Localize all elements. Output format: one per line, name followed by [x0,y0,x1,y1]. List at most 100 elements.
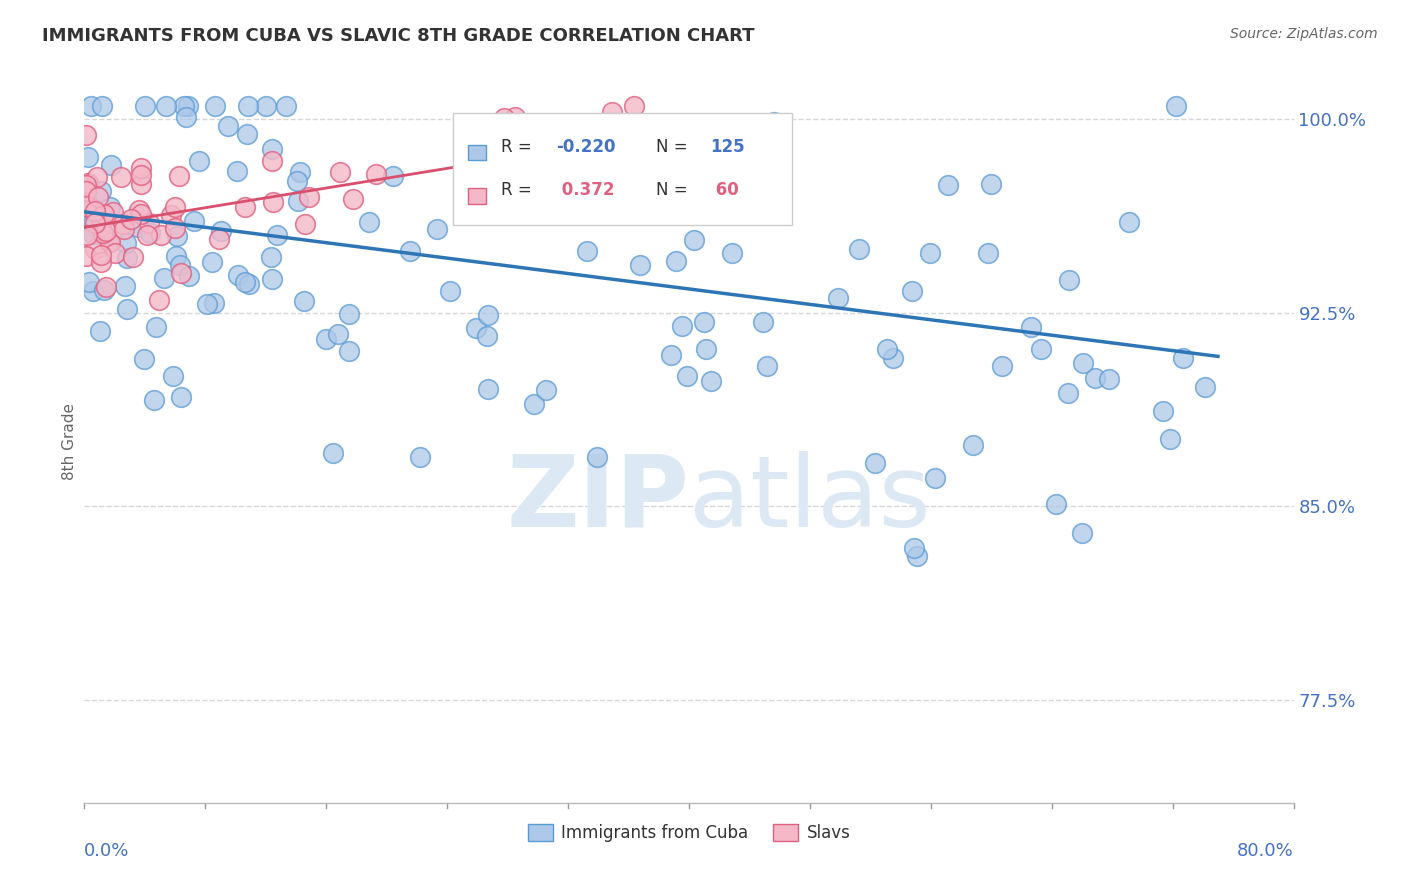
Point [763,115,786,129]
Point [76,227,98,242]
Point [75,128,97,143]
Point [901,284,924,298]
Point [145,320,167,334]
Point [77,275,100,289]
Point [129,178,152,192]
Point [90,219,112,234]
Point [98,235,121,249]
Point [505,110,527,124]
Point [1171,351,1194,365]
Point [523,397,546,411]
Point [693,315,716,329]
Point [827,291,849,305]
Point [177,268,200,283]
Point [80,99,103,113]
Point [226,164,249,178]
Point [315,332,337,346]
Point [139,227,162,241]
Point [876,342,898,356]
Point [1084,371,1107,385]
Text: N =: N = [655,137,688,156]
Point [977,246,1000,260]
Point [600,104,623,119]
Point [135,228,157,243]
Point [94,279,117,293]
Legend: Immigrants from Cuba, Slavs: Immigrants from Cuba, Slavs [522,817,856,848]
Point [148,293,170,307]
Point [294,294,316,309]
Point [262,142,284,156]
Point [1057,273,1080,287]
Point [505,123,527,137]
Point [254,99,277,113]
Point [682,233,704,247]
Point [100,158,122,172]
Point [579,145,602,160]
Point [260,154,283,169]
Point [294,217,316,231]
Text: 125: 125 [710,137,745,156]
Point [700,375,723,389]
Point [131,168,153,182]
Point [165,220,187,235]
Point [863,456,886,470]
Point [1152,404,1174,418]
Bar [468,145,486,161]
Point [408,450,430,464]
Point [536,384,558,398]
Point [357,215,380,229]
Point [848,242,870,256]
Point [208,232,231,246]
Point [586,450,609,464]
Text: 0.0%: 0.0% [84,842,129,860]
Point [676,368,699,383]
Point [83,242,105,256]
Point [160,208,183,222]
Point [233,200,256,214]
Point [90,248,112,262]
Point [342,192,364,206]
Text: IMMIGRANTS FROM CUBA VS SLAVIC 8TH GRADE CORRELATION CHART: IMMIGRANTS FROM CUBA VS SLAVIC 8TH GRADE… [42,27,755,45]
Text: N =: N = [655,181,688,199]
Point [494,111,516,125]
Point [721,246,744,260]
Point [87,190,110,204]
Point [115,251,138,265]
Point [86,170,108,185]
Point [209,224,232,238]
Point [236,128,259,142]
Point [659,349,682,363]
Point [752,315,775,329]
Text: -0.220: -0.220 [557,137,616,156]
Point [165,249,187,263]
Point [91,227,114,242]
Point [1159,432,1181,446]
Point [83,216,105,230]
Point [93,283,115,297]
Bar [468,188,486,204]
Point [128,202,150,217]
Point [98,200,121,214]
Point [142,393,165,408]
Point [170,390,193,404]
Point [399,244,422,258]
Point [98,235,121,250]
Point [924,471,946,485]
Text: Source: ZipAtlas.com: Source: ZipAtlas.com [1230,27,1378,41]
Point [477,308,499,322]
Point [381,169,404,184]
Point [201,254,224,268]
Text: ZIP: ZIP [506,450,689,548]
Point [122,250,145,264]
Point [80,219,103,233]
Point [112,222,135,236]
Point [173,99,195,113]
Point [188,154,211,169]
Point [163,200,186,214]
Point [129,207,152,221]
Point [276,99,298,113]
Point [127,220,149,235]
Point [1057,386,1080,401]
Point [138,215,160,229]
Point [576,244,599,258]
